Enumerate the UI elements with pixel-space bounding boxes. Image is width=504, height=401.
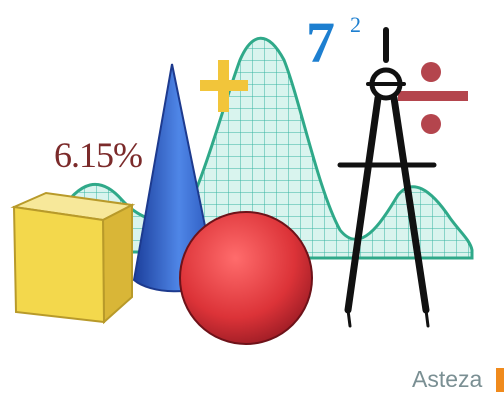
- cube-shape: [10, 191, 136, 325]
- divide-icon: [398, 62, 468, 134]
- base-number-label: 7: [306, 10, 335, 75]
- brand-logo-mark: [496, 368, 504, 392]
- percentage-label: 6.15%: [54, 135, 143, 175]
- sphere-shape: [179, 211, 313, 345]
- plus-icon: [200, 60, 248, 112]
- brand-watermark: Asteza: [412, 366, 483, 392]
- compass-icon: [337, 27, 437, 328]
- exponent-label: 2: [350, 12, 361, 37]
